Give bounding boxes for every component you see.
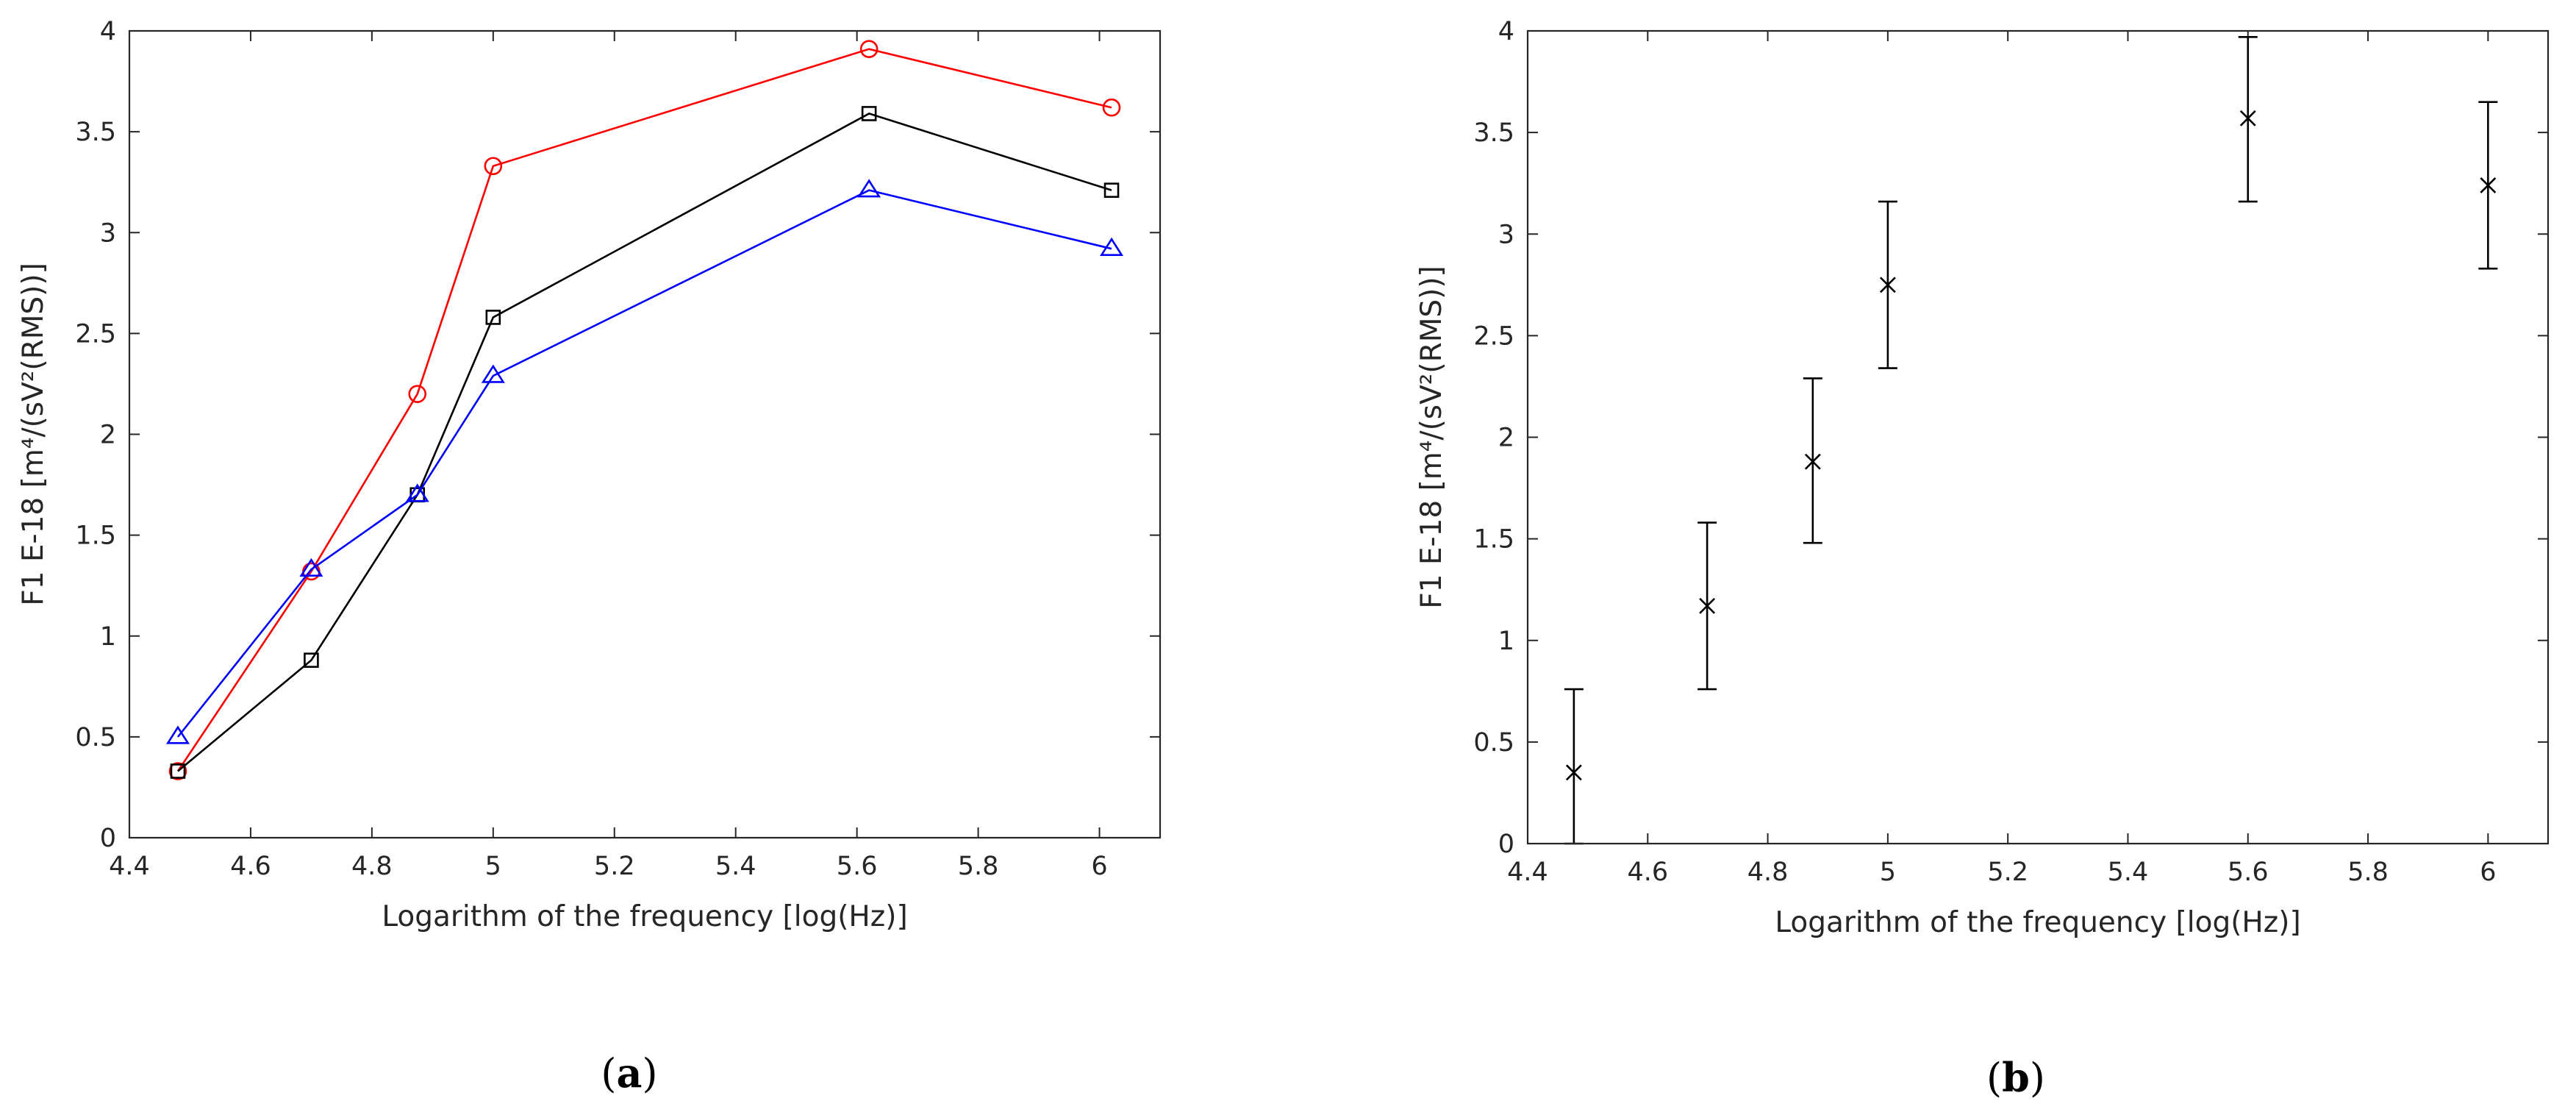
data-point-triangle	[857, 179, 881, 198]
x-tick-label: 5	[1880, 858, 1896, 887]
data-point-x	[2480, 177, 2497, 193]
chart-panel-b: 4.4 4.6 4.8 5 5.2 5.4 5.6 5.8 600.511.522.533.54…	[1415, 17, 2550, 1101]
panel-a-caption-close: )	[643, 1050, 658, 1097]
panel-a-tick-labels: 4.4 4.6 4.8 5 5.2 5.4 5.6 5.8 6 0 0.5 1 1.5 2 2.5 3 3.5 4	[75, 17, 1107, 881]
y-tick-label: 0	[1498, 830, 1514, 859]
data-point-circle	[1102, 98, 1121, 117]
x-tick-label: 4.6	[1627, 858, 1668, 887]
y-tick-label: 2	[1498, 424, 1514, 453]
y-tick-label: 3	[1498, 220, 1514, 249]
x-tick-label: 5.2	[594, 852, 635, 881]
data-point-square	[485, 310, 501, 325]
panel-b-y-axis-title: F1 E-18 [m⁴/(sV²(RMS))]	[1415, 266, 1448, 609]
y-tick-label: 0.5	[1473, 728, 1514, 758]
series-red-circles	[168, 40, 1121, 780]
panel-b-axes-frame	[1526, 29, 2550, 845]
y-tick-label: 4	[1498, 17, 1514, 46]
x-tick-label: 6	[2480, 858, 2496, 887]
panel-a-caption-open: (	[601, 1050, 616, 1097]
panel-a-caption-letter: a	[617, 1050, 643, 1097]
data-point-triangle	[299, 558, 323, 577]
x-tick-label: 5.6	[837, 852, 878, 881]
x-tick-label: 4.6	[230, 852, 271, 881]
series-line-black-squares	[177, 113, 1112, 772]
y-tick-label: 3.5	[1473, 118, 1514, 148]
x-tick-label: 4.8	[1747, 858, 1789, 887]
y-tick-label: 1.5	[1473, 525, 1514, 555]
series-line-blue-triangles	[176, 189, 1112, 738]
x-tick-label: 5	[485, 852, 501, 881]
data-point-x	[1699, 597, 1716, 614]
x-tick-label: 5.2	[1987, 858, 2028, 887]
x-tick-label: 6	[1091, 852, 1107, 881]
data-point-triangle	[481, 364, 505, 383]
data-point-square	[170, 763, 186, 779]
data-point-circle	[859, 40, 879, 58]
panel-a-x-axis-title: Logarithm of the frequency [log(Hz)]	[382, 900, 907, 933]
panel-a-ticks	[129, 30, 1160, 838]
panel-b-tick-labels: 4.4 4.6 4.8 5 5.2 5.4 5.6 5.8 6 0 0.5 1 1.5 2 2.5 3 3.5 4	[1473, 17, 2496, 887]
data-point-x	[1804, 453, 1821, 470]
y-tick-label: 2.5	[1473, 321, 1514, 351]
y-tick-label: 0	[100, 824, 116, 853]
x-tick-label: 5.8	[2347, 858, 2389, 887]
panel-a-series	[165, 40, 1124, 780]
y-tick-label: 4	[100, 17, 116, 46]
x-tick-label: 5.6	[2228, 858, 2269, 887]
y-tick-label: 0.5	[75, 723, 116, 752]
data-point-circle	[484, 157, 503, 176]
y-tick-label: 3.5	[75, 118, 116, 147]
data-point-triangle	[165, 725, 190, 744]
panel-a-y-axis-title: F1 E-18 [m⁴/(sV²(RMS))]	[17, 263, 50, 606]
x-tick-label: 5.4	[2108, 858, 2149, 887]
y-tick-label: 2	[100, 421, 116, 450]
y-tick-label: 1	[1498, 627, 1514, 656]
series-mean-with-error	[1564, 35, 2498, 845]
series-blue-triangles	[165, 179, 1124, 744]
x-tick-label: 5.8	[958, 852, 999, 881]
y-tick-label: 1.5	[75, 521, 116, 551]
data-point-circle	[408, 385, 427, 403]
data-point-x	[1565, 764, 1582, 781]
data-point-x	[1879, 277, 1896, 293]
panel-b-caption-letter: b	[2002, 1054, 2030, 1101]
y-tick-label: 2.5	[75, 319, 116, 349]
x-tick-label: 4.4	[109, 852, 150, 881]
data-point-x	[2239, 110, 2256, 127]
x-tick-label: 4.8	[351, 852, 393, 881]
series-line-red-circles	[176, 48, 1112, 772]
data-point-square	[304, 652, 319, 668]
series-black-squares	[170, 106, 1120, 779]
data-point-square	[1103, 182, 1120, 198]
y-tick-label: 1	[100, 622, 116, 652]
panel-b-series	[1564, 35, 2498, 845]
panel-a-axes-frame	[128, 29, 1162, 839]
panel-b-x-axis-title: Logarithm of the frequency [log(Hz)]	[1775, 906, 2300, 939]
panel-b-ticks	[1527, 30, 2548, 844]
panel-b-caption: (b)	[1986, 1054, 2045, 1101]
data-point-circle	[168, 762, 187, 780]
x-tick-label: 4.4	[1507, 858, 1548, 887]
x-tick-label: 5.4	[715, 852, 756, 881]
y-tick-label: 3	[100, 218, 116, 248]
panel-b-caption-close: )	[2030, 1055, 2045, 1101]
data-point-triangle	[405, 483, 429, 502]
data-point-triangle	[1100, 237, 1124, 256]
panel-b-caption-open: (	[1986, 1055, 2002, 1101]
panel-a-caption: (a)	[601, 1050, 657, 1097]
data-point-square	[861, 106, 877, 121]
chart-panel-a: 4.4 4.6 4.8 5 5.2 5.4 5.6 5.8 600.511.522.533.54…	[17, 17, 1162, 1097]
